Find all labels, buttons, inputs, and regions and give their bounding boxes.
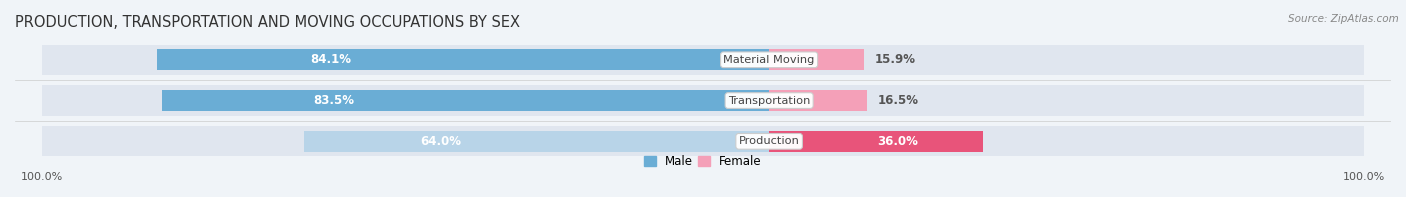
Text: Transportation: Transportation <box>728 96 810 106</box>
Bar <box>42 45 1364 75</box>
Bar <box>42 126 1364 156</box>
Bar <box>42 85 1364 116</box>
Text: 16.5%: 16.5% <box>877 94 920 107</box>
Bar <box>769 131 983 152</box>
Text: 64.0%: 64.0% <box>420 135 461 148</box>
Bar <box>769 90 868 111</box>
Text: 83.5%: 83.5% <box>314 94 354 107</box>
Legend: Male, Female: Male, Female <box>640 150 766 173</box>
Bar <box>769 49 863 70</box>
Bar <box>304 131 769 152</box>
Text: 36.0%: 36.0% <box>877 135 918 148</box>
Text: Source: ZipAtlas.com: Source: ZipAtlas.com <box>1288 14 1399 24</box>
Bar <box>162 90 769 111</box>
Text: 84.1%: 84.1% <box>311 53 352 66</box>
Text: PRODUCTION, TRANSPORTATION AND MOVING OCCUPATIONS BY SEX: PRODUCTION, TRANSPORTATION AND MOVING OC… <box>15 15 520 30</box>
Bar <box>157 49 769 70</box>
Text: Material Moving: Material Moving <box>724 55 815 65</box>
Text: Production: Production <box>738 136 800 146</box>
Text: 15.9%: 15.9% <box>875 53 915 66</box>
